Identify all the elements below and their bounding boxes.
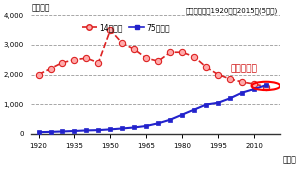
Text: （万人）: （万人） (32, 4, 50, 13)
Text: 初めて逆転: 初めて逆転 (230, 64, 257, 73)
Text: データ期間：1920年～2015年(5年毎): データ期間：1920年～2015年(5年毎) (186, 7, 278, 14)
Text: （年）: （年） (283, 155, 297, 164)
Legend: 14歳以下, 75歳以䨊: 14歳以下, 75歳以䨊 (79, 20, 173, 35)
